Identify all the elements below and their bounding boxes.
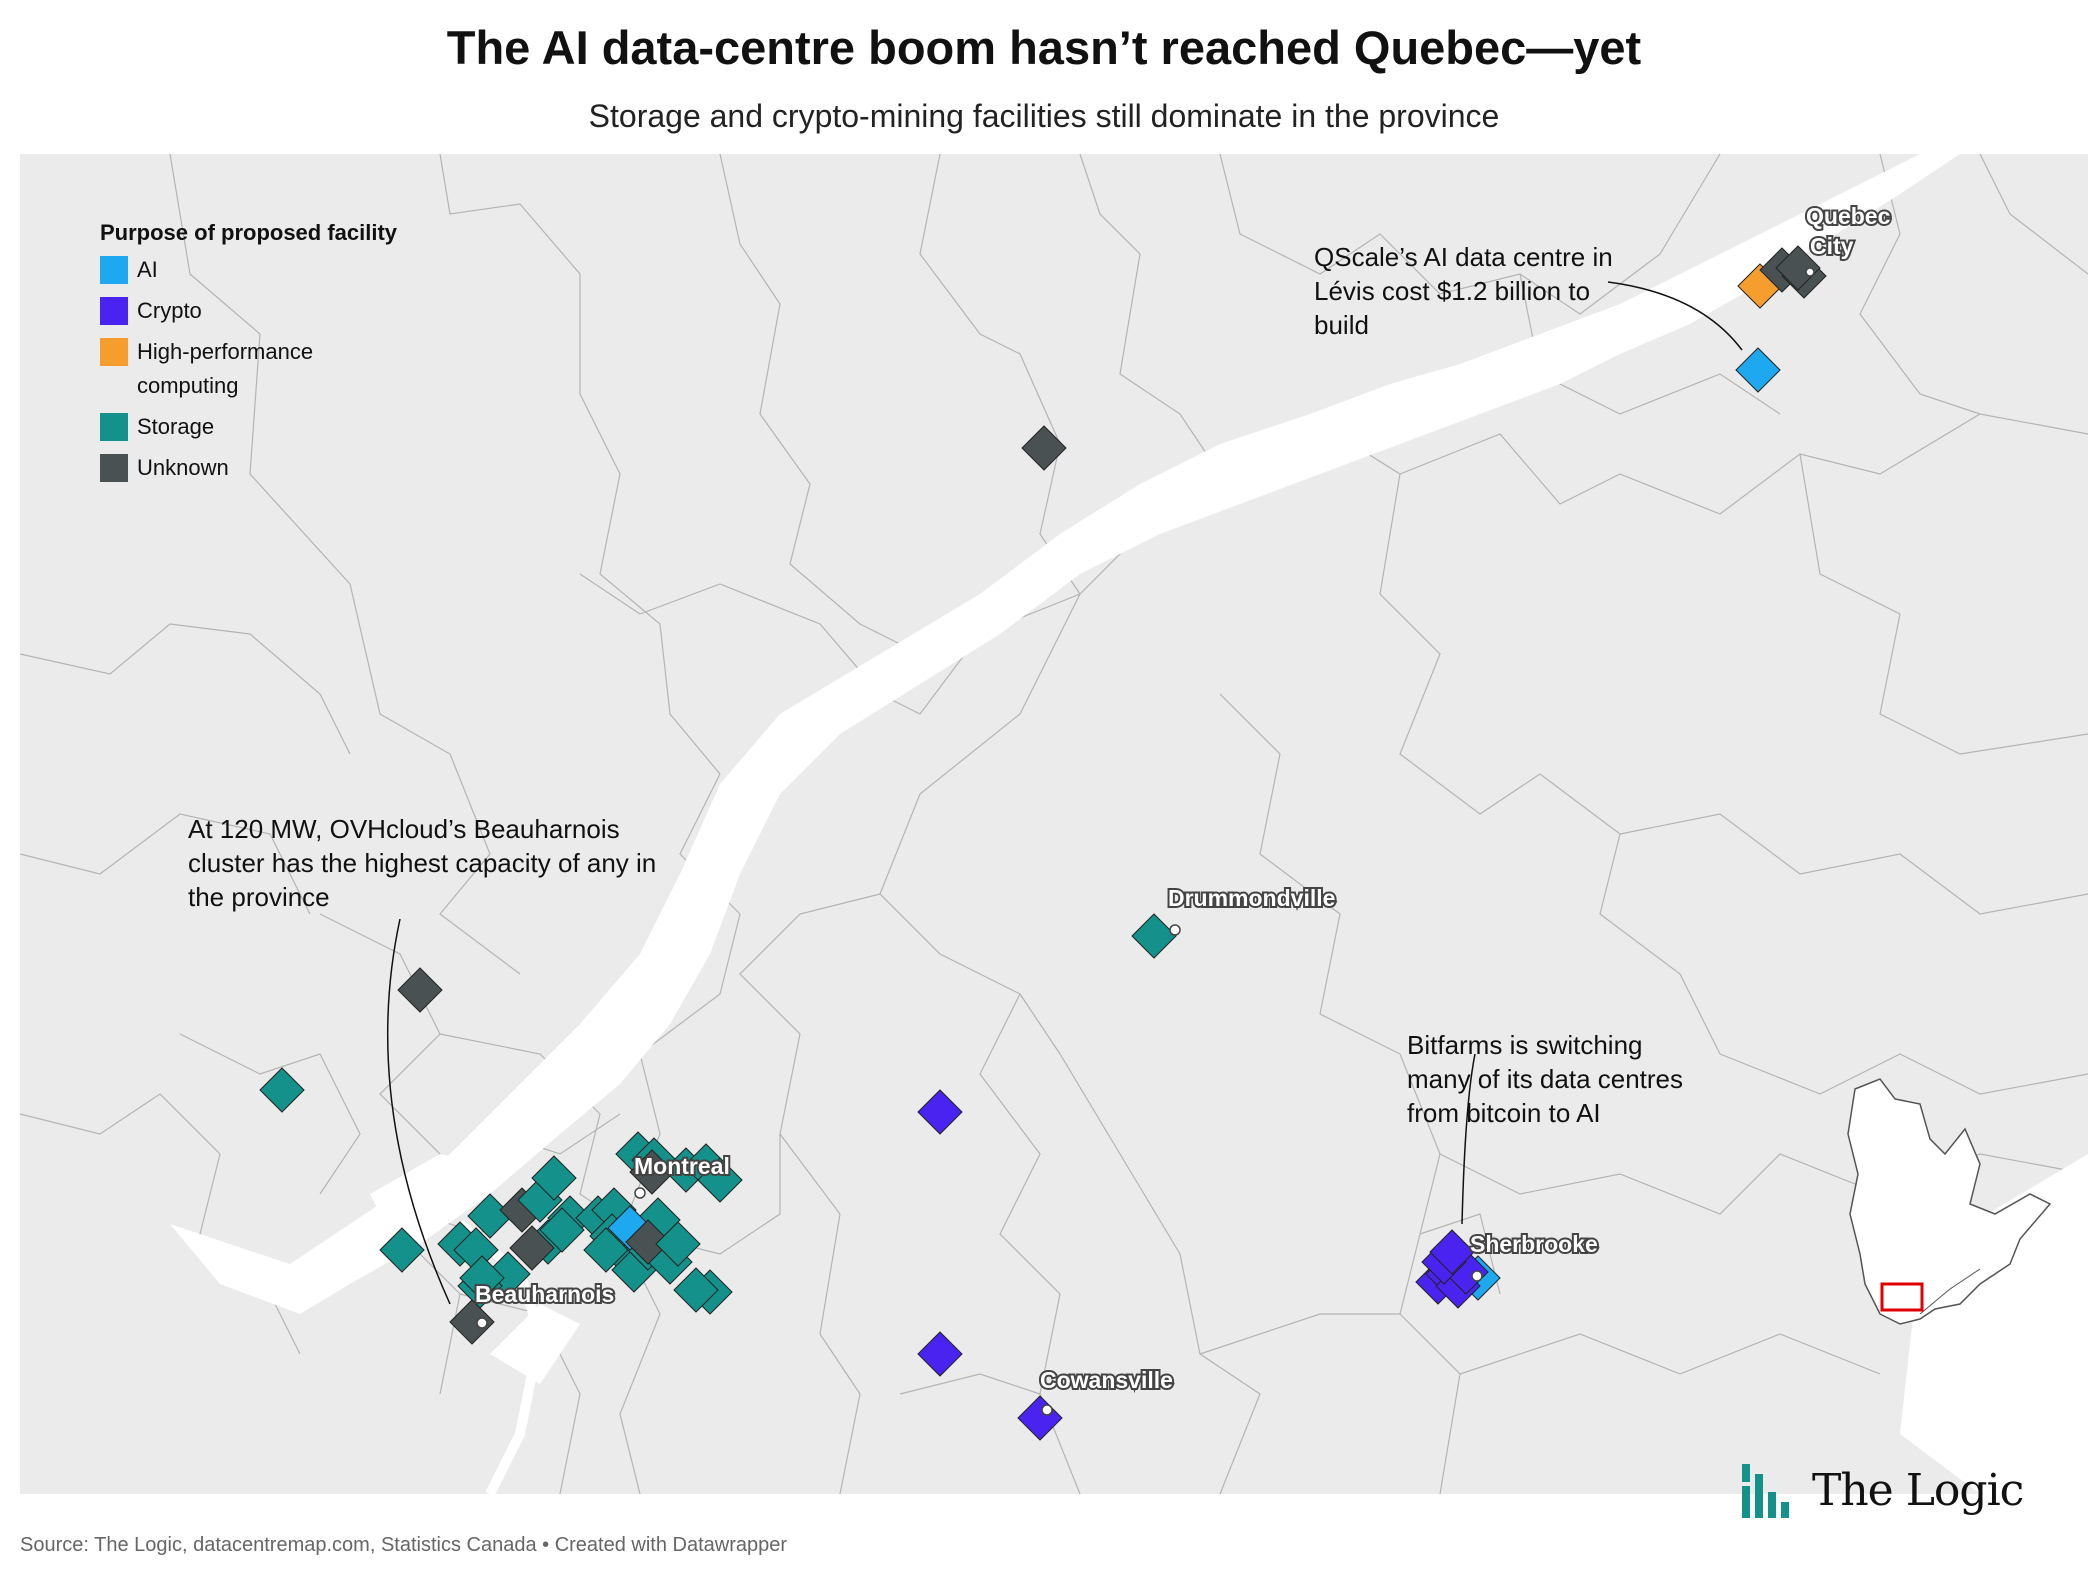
city-labels: Quebec City Drummondville Montreal Sherb… xyxy=(473,201,1893,1416)
sherbrooke-dot xyxy=(1471,1270,1483,1282)
facility-marker-storage xyxy=(673,1267,719,1313)
inset-highlight-box xyxy=(1880,1282,1924,1312)
legend-label: Crypto xyxy=(137,298,202,323)
beauharnois-dot xyxy=(476,1317,488,1329)
facility-marker-unknown xyxy=(397,967,443,1013)
legend-swatch xyxy=(100,338,128,366)
annotation-qscale: QScale’s AI data centre in Lévis cost $1… xyxy=(1314,242,1613,340)
drummondville-dot xyxy=(1169,924,1181,936)
city-label-cowansville: Cowansville xyxy=(1040,1367,1173,1393)
legend-item-storage: Storage xyxy=(100,413,397,444)
facility-marker-storage xyxy=(1131,913,1177,959)
ovh-leader-line xyxy=(387,918,451,1305)
richelieu-river xyxy=(456,1220,546,1494)
legend-swatch xyxy=(100,297,128,325)
legend-item-high-performance-computing: High-performance computing xyxy=(100,338,397,403)
quebec-inset-map xyxy=(1847,1078,2052,1325)
city-label-quebec-city-line1: Quebec xyxy=(1806,203,1891,229)
facility-marker-unknown xyxy=(1021,425,1067,471)
facility-marker-storage xyxy=(459,1255,505,1301)
map: Quebec City Drummondville Montreal Sherb… xyxy=(20,154,2088,1494)
city-label-sherbrooke: Sherbrooke xyxy=(1470,1231,1598,1257)
facility-marker-storage xyxy=(531,1155,577,1201)
montreal-dot xyxy=(634,1187,646,1199)
chart-title: The AI data-centre boom hasn’t reached Q… xyxy=(446,21,1642,74)
facility-marker-unknown xyxy=(625,1219,671,1265)
legend-label: Storage xyxy=(137,414,215,439)
brand-name: The Logic xyxy=(1812,1464,2024,1516)
facility-marker-crypto xyxy=(917,1331,963,1377)
legend-swatch xyxy=(100,256,128,284)
chart-subtitle: Storage and crypto-mining facilities sti… xyxy=(588,98,1500,134)
legend-label: Unknown xyxy=(137,455,229,480)
facility-marker-unknown xyxy=(1775,245,1821,291)
legend-item-unknown: Unknown xyxy=(100,454,397,485)
inset-river xyxy=(1919,1268,1981,1315)
source-note: Source: The Logic, datacentremap.com, St… xyxy=(20,1534,788,1556)
facility-marker-storage xyxy=(697,1157,743,1203)
annotation-ovhcloud: At 120 MW, OVHcloud’s Beauharnois cluste… xyxy=(188,814,657,912)
legend-item-crypto: Crypto xyxy=(100,297,397,328)
legend: Purpose of proposed facility AI Crypto Hig… xyxy=(100,220,397,495)
region-borders xyxy=(20,154,2088,1494)
facility-marker-crypto xyxy=(917,1089,963,1135)
city-label-montreal: Montreal xyxy=(634,1153,730,1179)
legend-label: High-performance computing xyxy=(137,339,314,398)
facility-markers xyxy=(259,245,1827,1441)
annotation-bitfarms: Bitfarms is switching many of its data c… xyxy=(1407,1030,1684,1128)
city-label-drummondville: Drummondville xyxy=(1168,885,1335,911)
facility-marker-storage xyxy=(379,1227,425,1273)
legend-title: Purpose of proposed facility xyxy=(100,220,398,245)
city-label-beauharnois: Beauharnois xyxy=(475,1281,614,1307)
facility-marker-unknown xyxy=(629,1149,675,1195)
facility-marker-storage xyxy=(539,1207,585,1253)
facility-marker-ai xyxy=(1735,347,1781,393)
facility-marker-crypto xyxy=(1429,1229,1475,1275)
quebec-city-dot xyxy=(1805,267,1815,277)
land-sw xyxy=(20,1334,320,1494)
city-label-quebec-city-line2: City xyxy=(1810,233,1854,259)
bitfarms-leader-line xyxy=(1461,1053,1476,1225)
legend-items: AI Crypto High-performance computing Storag… xyxy=(100,256,397,485)
legend-swatch xyxy=(100,413,128,441)
facility-marker-unknown xyxy=(509,1225,555,1271)
legend-label: AI xyxy=(137,257,158,282)
facility-marker-storage xyxy=(583,1227,629,1273)
facility-marker-storage xyxy=(655,1221,701,1267)
facility-marker-unknown xyxy=(449,1299,495,1345)
cowansville-dot xyxy=(1041,1404,1053,1416)
the-logic-logo-icon xyxy=(1742,1464,1789,1518)
legend-item-ai: AI xyxy=(100,256,397,287)
legend-swatch xyxy=(100,454,128,482)
qscale-leader-line xyxy=(1607,281,1743,351)
quebec-outline xyxy=(1847,1078,2052,1325)
facility-marker-storage xyxy=(259,1067,305,1113)
brand-logo: The Logic xyxy=(1740,1460,2024,1520)
